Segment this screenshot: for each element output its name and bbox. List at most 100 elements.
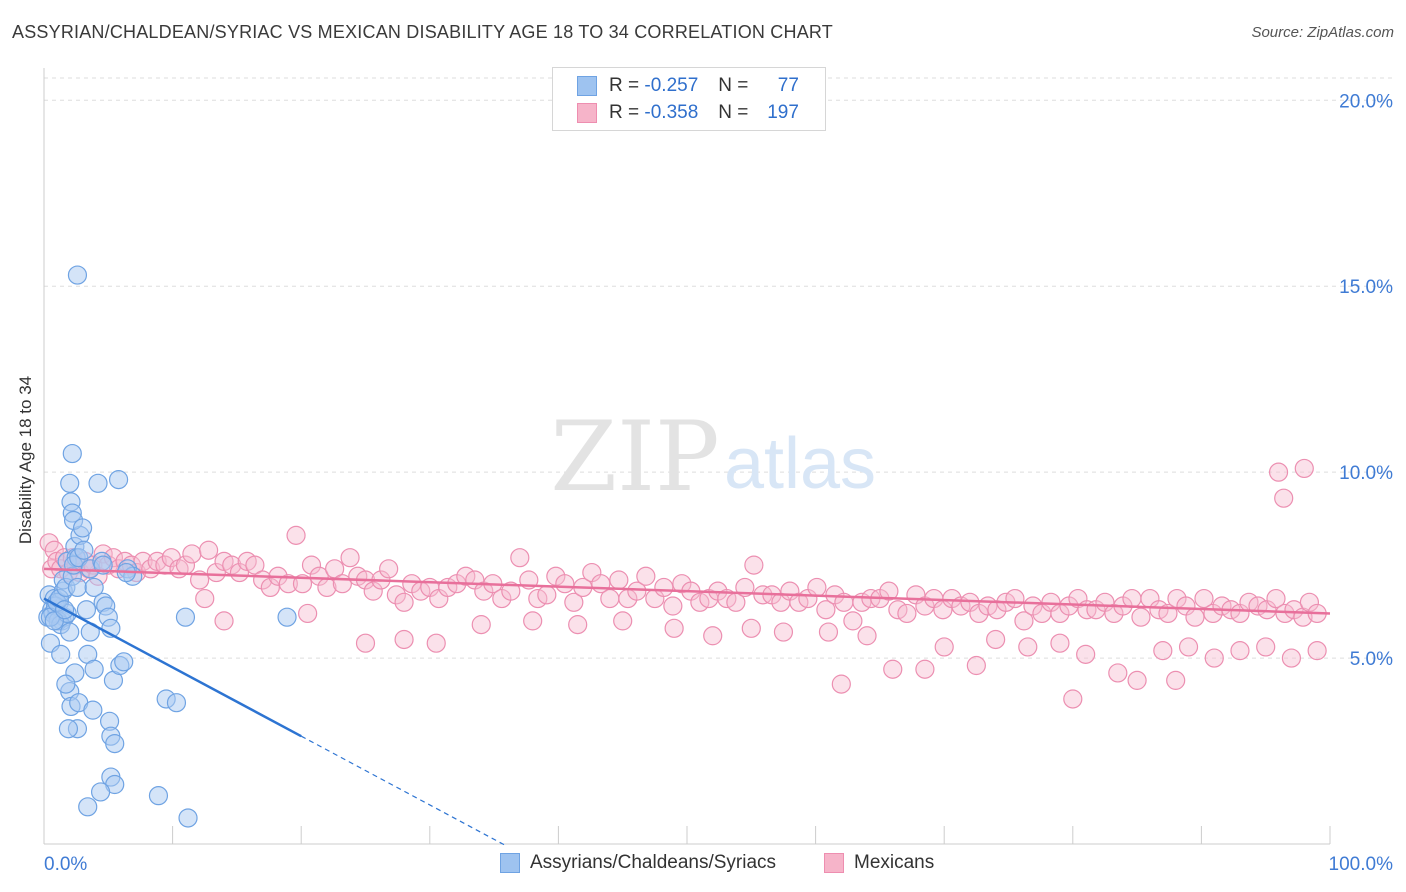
mexicans-point [537,585,557,605]
mexicans-point [1274,488,1294,508]
assyrians-point [178,808,198,828]
bottom-legend-swatch-pink [824,853,844,873]
watermark-atlas: atlas [724,424,876,504]
mexicans-point [44,540,64,560]
mexicans-point [1076,644,1096,664]
mexicans-point [564,592,584,612]
legend: R = -0.257 N = 77 R = -0.358 N = 197 [552,67,826,131]
legend-r-label: R = [609,102,640,123]
assyrians-point [148,786,169,806]
mexicans-point [831,674,851,694]
assyrians-point [56,674,76,694]
bottom-legend: Assyrians/Chaldeans/Syriacs Mexicans [0,852,1406,876]
mexicans-point [600,588,620,609]
mexicans-point [741,618,761,638]
watermark-zip: ZIP [550,401,719,513]
mexicans-point [568,615,588,635]
mexicans-point [340,548,360,568]
bottom-legend-label: Assyrians/Chaldeans/Syriacs [530,852,777,873]
mexicans-point [386,585,406,605]
legend-r-value: -0.257 [644,75,699,96]
mexicans-point [245,555,265,575]
chart-title: ASSYRIAN/CHALDEAN/SYRIAC VS MEXICAN DISA… [12,22,833,42]
mexicans-point [182,544,202,564]
assyrians-point [67,577,88,598]
assyrians-point [58,719,79,739]
mexicans-point [703,626,723,646]
mexicans-point [609,570,629,590]
mexicans-point [744,555,764,575]
mexicans-point [133,551,153,571]
bottom-legend-assyrians: Assyrians/Chaldeans/Syriacs [500,852,776,874]
mexicans-point [555,574,575,594]
y-tick-label: 15.0% [1339,277,1393,298]
mexicans-point [1256,637,1276,657]
mexicans-point [1122,588,1142,609]
mexicans-point [1014,611,1034,631]
mexicans-point [501,581,521,601]
mexicans-point [1108,663,1128,683]
mexicans-point [1050,633,1070,653]
mexicans-point [206,562,226,583]
mexicans-point [426,633,446,653]
assyrians-point [60,622,80,642]
assyrians-point [84,577,104,598]
mexicans-point [229,562,250,583]
mexicans-point [773,622,794,642]
legend-swatch-pink [577,103,597,123]
axes [43,68,1331,845]
assyrians-point [84,659,104,679]
assyrians-point [60,473,80,493]
bottom-legend-swatch-blue [500,853,520,873]
legend-n-label: N = [718,102,749,123]
assyrians-points [38,265,297,828]
mexicans-point [986,629,1006,650]
source-label: Source: ZipAtlas.com [1251,24,1394,41]
mexicans-point [379,559,399,579]
mexicans-point [1127,670,1147,690]
x-tick-label: 100.0% [1329,854,1394,875]
mexicans-point [523,611,543,631]
mexicans-point [934,637,954,657]
mexicans-point [883,659,903,679]
mexicans-point [1063,689,1083,709]
assyrians-point [67,265,88,285]
mexicans-point [1268,462,1289,482]
assyrians-point [175,607,196,627]
mexicans-point [613,611,633,631]
mexicans-point [510,548,530,568]
mexicans-point [260,577,280,598]
mexicans-point [286,525,306,545]
mexicans-point [214,611,234,631]
assyrians-point [83,700,103,720]
assyrians-point [105,734,125,754]
mexicans-point [195,588,215,609]
legend-n-value: 77 [777,75,799,96]
mexicans-point [1005,588,1025,609]
mexicans-point [1281,648,1302,668]
mexicans-point [1266,588,1286,609]
assyrians-point [74,540,94,560]
mexicans-point [355,633,376,653]
mexicans-trend-line [43,567,1331,615]
mexicans-point [843,611,863,631]
mexicans-point [807,577,827,598]
legend-n-value: 197 [767,102,799,123]
mexicans-point [664,618,684,638]
legend-n-label: N = [718,75,749,96]
assyrians-point [51,644,71,664]
legend-row-mexicans: R = -0.358 N = 197 [577,101,799,125]
legend-r-value: -0.358 [644,102,699,123]
assyrians-point [277,607,297,627]
mexicans-point [1131,607,1151,627]
assyrians-point [76,600,97,620]
mexicans-point [818,622,839,642]
y-tick-label: 20.0% [1339,91,1393,112]
x-tick-label: 0.0% [44,854,87,875]
mexicans-point [816,600,836,620]
assyrians-point [114,652,134,672]
assyrians-trend-line [43,597,302,738]
mexicans-point [1194,588,1214,609]
assyrians-point [62,443,82,464]
